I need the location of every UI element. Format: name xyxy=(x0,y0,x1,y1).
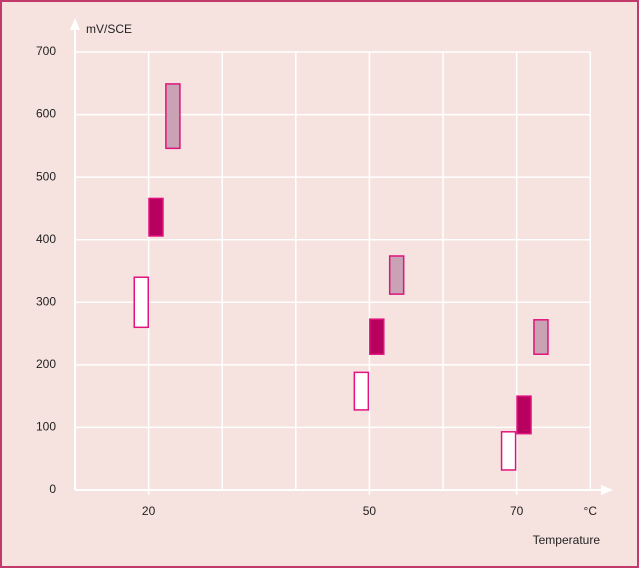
x-axis-label: Temperature xyxy=(533,533,601,547)
range-bar xyxy=(388,255,405,295)
x-tick-label: 50 xyxy=(363,504,377,518)
y-tick-label: 200 xyxy=(36,357,56,371)
y-tick-label: 100 xyxy=(36,420,56,434)
range-bar xyxy=(353,371,370,411)
x-unit: °C xyxy=(584,504,598,518)
range-bar xyxy=(516,395,532,435)
range-bar xyxy=(148,197,164,237)
range-bar xyxy=(500,431,517,471)
y-axis-label: mV/SCE xyxy=(86,22,132,36)
range-bar xyxy=(133,276,149,329)
y-tick-label: 400 xyxy=(36,232,56,246)
y-tick-label: 300 xyxy=(36,294,56,308)
y-tick-label: 600 xyxy=(36,107,56,121)
x-tick-label: 20 xyxy=(142,504,156,518)
x-arrow xyxy=(601,485,613,495)
range-bar xyxy=(369,318,385,355)
y-tick-label: 0 xyxy=(49,482,56,496)
range-bar xyxy=(165,83,181,150)
y-arrow xyxy=(70,18,80,30)
range-bar xyxy=(533,319,549,355)
x-tick-label: 70 xyxy=(510,504,524,518)
y-tick-label: 700 xyxy=(36,44,56,58)
y-tick-label: 500 xyxy=(36,169,56,183)
